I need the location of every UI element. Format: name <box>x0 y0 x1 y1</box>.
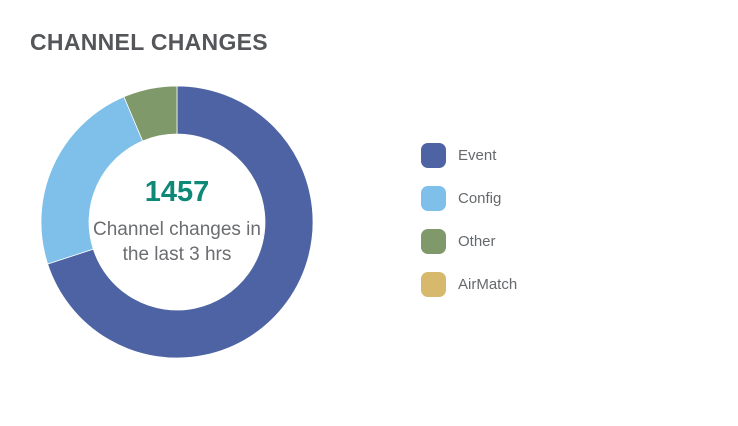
donut-chart-svg <box>40 85 314 359</box>
donut-segment-event[interactable] <box>47 85 314 359</box>
donut-segment-config[interactable] <box>40 96 144 265</box>
legend-item-config[interactable]: Config <box>421 186 517 211</box>
legend-swatch-airmatch <box>421 272 446 297</box>
legend-item-airmatch[interactable]: AirMatch <box>421 272 517 297</box>
legend-label-event: Event <box>458 147 497 164</box>
donut-chart: 1457 Channel changes in the last 3 hrs <box>40 85 314 359</box>
donut-segment-other[interactable] <box>123 85 178 142</box>
legend-label-airmatch: AirMatch <box>458 276 518 293</box>
legend-swatch-event <box>421 143 446 168</box>
legend-label-other: Other <box>458 233 496 250</box>
legend-item-event[interactable]: Event <box>421 143 517 168</box>
legend-swatch-config <box>421 186 446 211</box>
legend-swatch-other <box>421 229 446 254</box>
widget-title: CHANNEL CHANGES <box>30 29 268 55</box>
chart-legend: Event Config Other AirMatch <box>421 143 517 315</box>
legend-label-config: Config <box>458 190 502 207</box>
legend-item-other[interactable]: Other <box>421 229 517 254</box>
